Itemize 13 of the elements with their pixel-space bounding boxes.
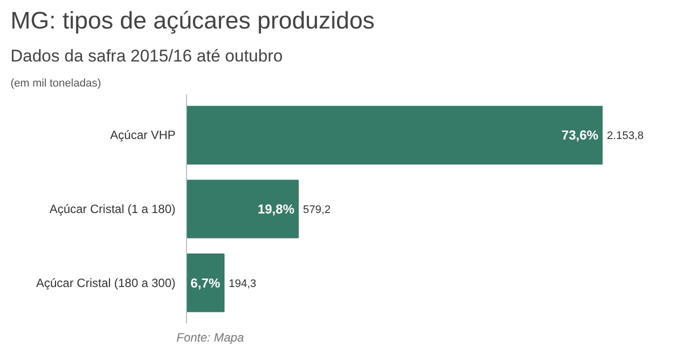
annotation: 6,7% xyxy=(190,275,221,290)
data-label: 2.153,8 xyxy=(606,130,644,142)
annotation: 19,8% xyxy=(258,202,295,216)
source-note: Fonte: Mapa xyxy=(176,330,244,344)
text: (em mil toneladas) xyxy=(10,78,101,90)
chart-subtitle: Dados da safra 2015/16 até outubro xyxy=(10,46,283,66)
annotation: 73,6% xyxy=(561,128,599,143)
data-label: 194,3 xyxy=(228,278,256,290)
y-tick-label: Açúcar Cristal (1 a 180) xyxy=(49,202,176,216)
y-tick-label: Açúcar VHP xyxy=(110,128,176,142)
y-tick-label: Açúcar Cristal (180 a 300) xyxy=(36,276,176,290)
chart-title: MG: tipos de açúcares produzidos xyxy=(10,8,375,34)
data-label: 579,2 xyxy=(303,204,331,216)
